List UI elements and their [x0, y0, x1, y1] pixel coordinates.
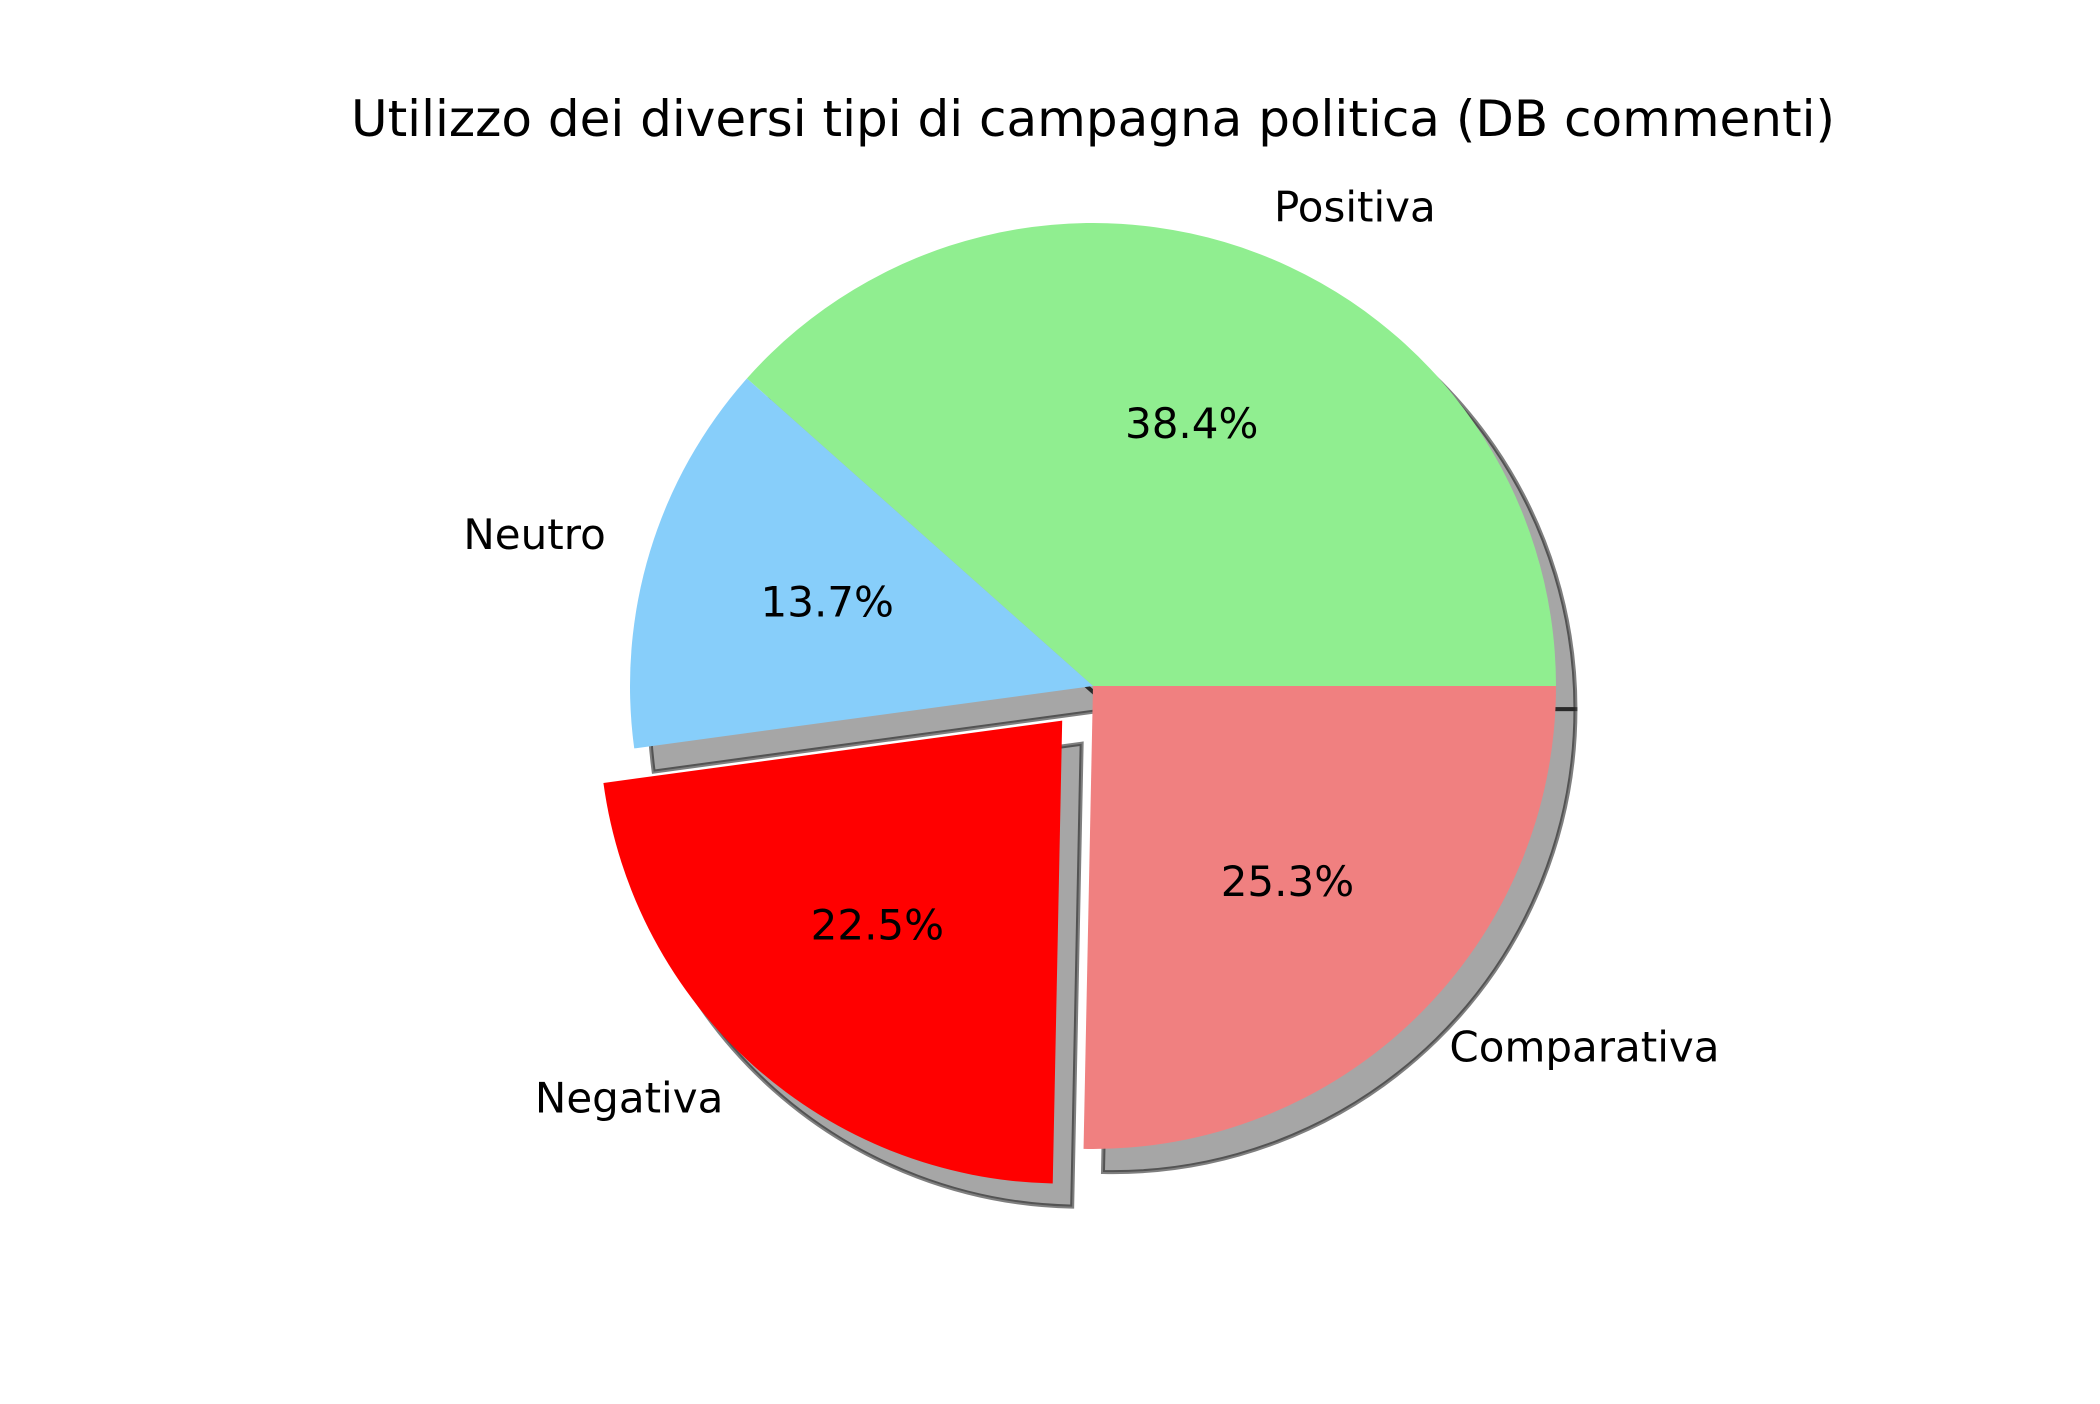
slice-percent-neutro: 13.7% — [761, 578, 894, 627]
slice-percent-negativa: 22.5% — [811, 900, 944, 949]
slice-layer — [603, 222, 1556, 1184]
pie-slice-neutro — [629, 378, 1093, 749]
label-layer: Positiva 38.4% Neutro 13.7% Negativa 22.5% Com… — [463, 182, 1719, 1122]
slice-label-comparativa: Comparativa — [1449, 1022, 1719, 1071]
slice-label-neutro: Neutro — [463, 510, 605, 559]
pie-slice-negativa — [603, 720, 1063, 1184]
slice-label-positiva: Positiva — [1274, 182, 1436, 231]
slice-percent-positiva: 38.4% — [1125, 399, 1258, 448]
chart-title: Utilizzo dei diversi tipi di campagna po… — [351, 90, 1835, 148]
pie-slice-comparativa — [1083, 686, 1556, 1149]
slice-label-negativa: Negativa — [535, 1073, 723, 1122]
pie-slice-positiva — [746, 222, 1556, 686]
slice-percent-comparativa: 25.3% — [1221, 857, 1354, 906]
